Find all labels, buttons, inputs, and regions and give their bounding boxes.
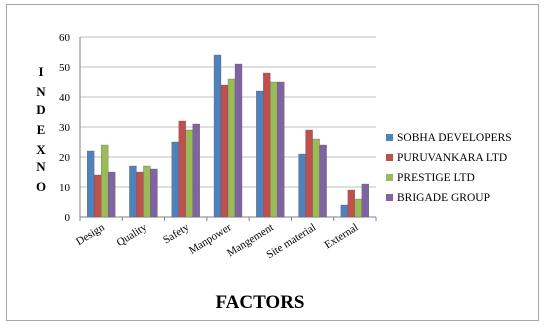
bar-prestige-ltd-safety (185, 129, 193, 218)
bar-brigade-group-manpower (234, 63, 243, 218)
y-tick-label: 30 (59, 122, 71, 134)
bar-prestige-ltd-quality (143, 165, 151, 218)
legend-swatch (386, 174, 393, 181)
bar-puruvankara-ltd-external (347, 189, 356, 218)
y-axis-title-letter: N (36, 84, 46, 99)
bar-prestige-ltd-external (354, 198, 363, 218)
y-axis-title-letter: X (36, 142, 46, 157)
bar-puruvankara-ltd-mangement (263, 72, 271, 218)
x-axis-title: FACTORS (215, 292, 304, 313)
y-axis-title-letter: N (36, 159, 46, 174)
bar-sobha-developers-manpower (213, 54, 222, 218)
bar-brigade-group-safety (192, 123, 200, 218)
y-axis-title-letter: D (36, 102, 45, 117)
y-axis-title-letter: I (38, 64, 43, 79)
y-tick-label: 60 (59, 32, 71, 44)
bar-sobha-developers-design (86, 150, 95, 218)
bar-sobha-developers-external (340, 204, 349, 218)
bar-puruvankara-ltd-safety (178, 120, 186, 218)
bar-puruvankara-ltd-quality (136, 171, 144, 218)
bar-brigade-group-site-material (319, 144, 327, 218)
legend: SOBHA DEVELOPERS PURUVANKARA LTD PRESTIGE … (386, 132, 512, 204)
legend-swatch (386, 154, 393, 161)
bar-brigade-group-quality (150, 168, 158, 218)
y-tick-label: 40 (59, 92, 71, 104)
bar-sobha-developers-safety (171, 141, 179, 218)
y-tick-label: 10 (59, 182, 71, 194)
legend-swatch (386, 134, 393, 141)
legend-label: PRESTIGE LTD (397, 172, 475, 184)
y-tick-label: 0 (65, 212, 71, 224)
bar-puruvankara-ltd-design (93, 174, 102, 218)
bar-prestige-ltd-manpower (227, 78, 236, 218)
x-tick-label: Design (74, 221, 107, 248)
legend-label: BRIGADE GROUP (397, 192, 490, 204)
bar-sobha-developers-mangement (256, 90, 264, 218)
bar-sobha-developers-quality (129, 165, 137, 218)
y-tick-label: 20 (59, 152, 71, 164)
bar-prestige-ltd-mangement (270, 81, 278, 218)
bar-puruvankara-ltd-site-material (305, 129, 313, 218)
bar-prestige-ltd-design (100, 144, 109, 218)
bar-prestige-ltd-site-material (312, 138, 320, 218)
y-axis-title-letter: E (37, 122, 46, 137)
legend-swatch (386, 194, 393, 201)
legend-label: PURUVANKARA LTD (397, 152, 507, 164)
y-axis-title-letter: O (36, 179, 46, 194)
bar-brigade-group-mangement (277, 81, 285, 218)
bar-brigade-group-external (361, 183, 370, 218)
legend-label: SOBHA DEVELOPERS (397, 132, 512, 144)
x-tick-label: Safety (161, 221, 192, 246)
bar-puruvankara-ltd-manpower (220, 84, 229, 218)
bar-brigade-group-design (107, 171, 116, 218)
bar-sobha-developers-site-material (298, 153, 306, 218)
x-tick-label: External (322, 221, 360, 251)
x-tick-label: Quality (115, 221, 150, 249)
bars (86, 54, 370, 218)
y-tick-label: 50 (59, 62, 71, 74)
